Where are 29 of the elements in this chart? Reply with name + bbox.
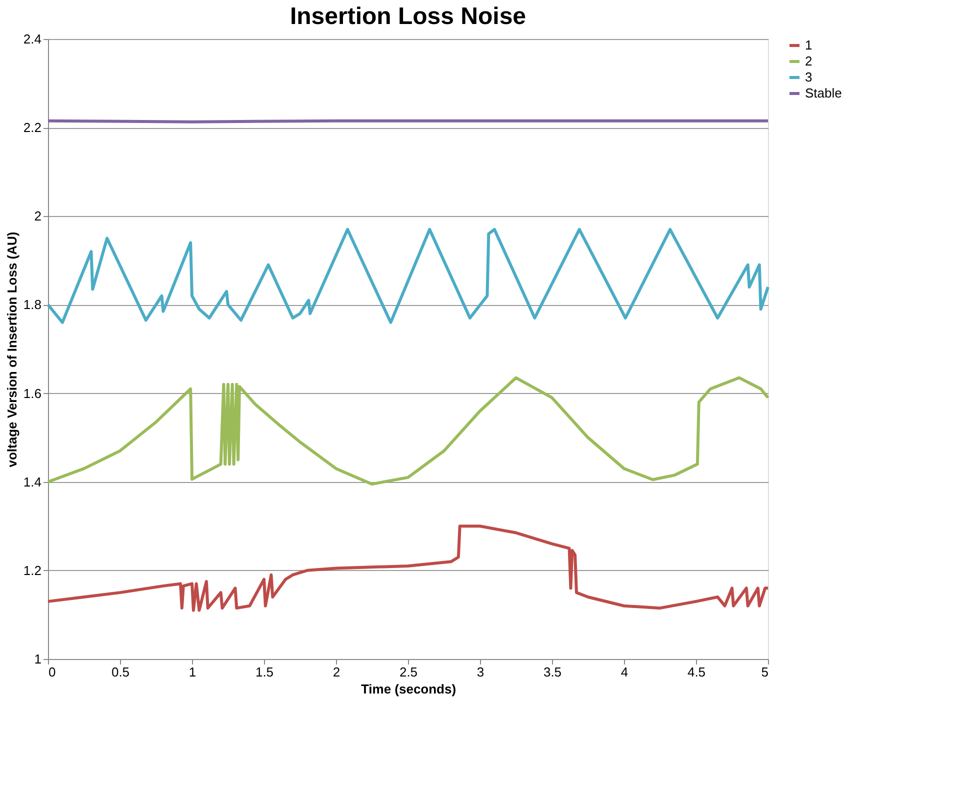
y-tick-label: 2: [34, 208, 42, 224]
y-tick-label: 1.4: [23, 474, 42, 490]
x-tick-label: 2: [332, 664, 340, 680]
legend-label: Stable: [805, 86, 842, 100]
x-tick-label: 3.5: [543, 664, 562, 680]
y-tick-label: 1.6: [23, 386, 42, 401]
x-tick-label: 1: [188, 664, 196, 680]
y-tick-label: 1.2: [23, 562, 42, 578]
y-tick-label: 2.4: [23, 32, 42, 46]
x-tick-label: 4: [620, 664, 628, 680]
x-tick-label: 4.5: [687, 664, 706, 680]
x-tick-label: 3: [476, 664, 484, 680]
chart-title: Insertion Loss Noise: [290, 3, 526, 30]
line-series: [46, 228, 770, 324]
legend-label: 3: [805, 70, 812, 84]
y-axis-title: voltage Version of Insertion Loss (AU): [4, 232, 20, 468]
y-tick-label: 1: [34, 652, 42, 666]
y-tick-label: 1.8: [23, 297, 42, 312]
x-tick-label: 0: [48, 664, 56, 680]
x-tick-label: 0.5: [111, 664, 130, 680]
y-tick-label: 2.2: [23, 120, 42, 136]
x-tick-label: 5: [761, 664, 768, 680]
line-series: [46, 524, 770, 612]
x-tick-label: 1.5: [255, 664, 274, 680]
legend-label: 2: [805, 54, 812, 68]
line-series: [46, 376, 770, 486]
x-tick-label: 2.5: [399, 664, 418, 680]
legend-label: 1: [805, 38, 812, 52]
x-axis-title: Time (seconds): [360, 682, 456, 696]
